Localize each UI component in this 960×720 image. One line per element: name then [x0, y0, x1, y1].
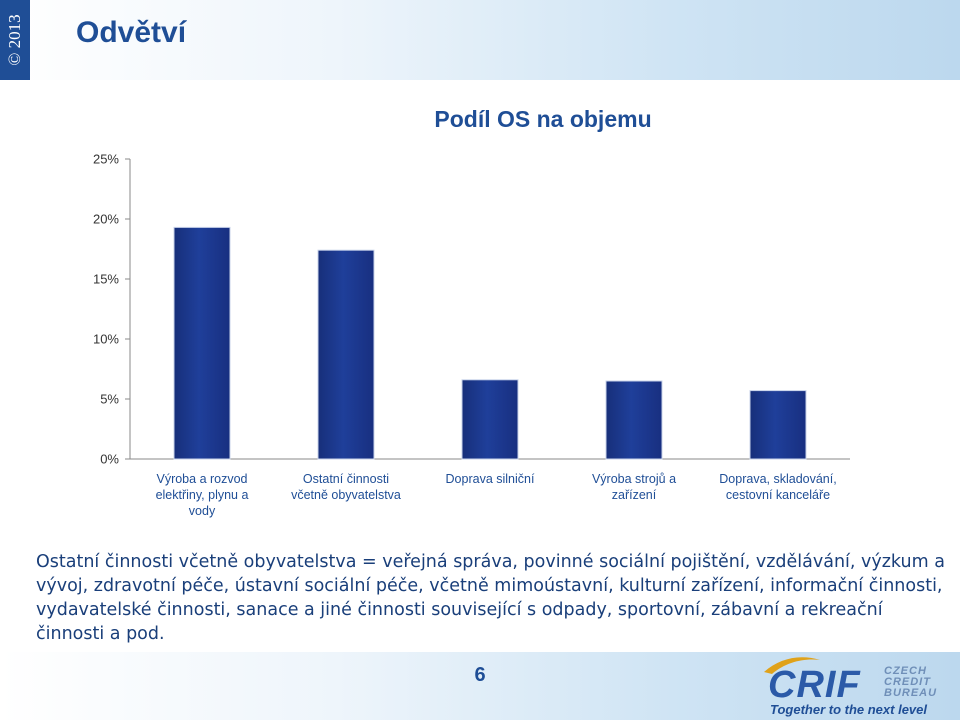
copyright-strip: © 2013 — [0, 0, 30, 80]
logo-tagline: Together to the next level — [770, 702, 927, 717]
header-band — [0, 0, 960, 80]
bar — [749, 390, 807, 460]
bar — [317, 249, 375, 460]
x-category-label: Doprava, skladování, cestovní kanceláře — [719, 472, 836, 502]
y-tick-label: 25% — [93, 152, 119, 167]
bar-chart: 0% 5% 10% 15% 20% 25% Výroba a rozvod elektřiny… — [93, 152, 850, 518]
description-text: Ostatní činnosti včetně obyvatelstva = v… — [36, 552, 945, 644]
x-category-label: Doprava silniční — [446, 472, 535, 486]
logo-sub-credit: CREDIT — [884, 676, 931, 688]
logo-sub-bureau: BUREAU — [884, 687, 938, 699]
bar — [173, 226, 231, 460]
footer-band — [0, 652, 960, 720]
bar — [605, 380, 663, 460]
copyright-text: © 2013 — [5, 14, 24, 66]
y-tick-label: 10% — [93, 332, 119, 347]
bar — [461, 379, 519, 460]
y-tick-label: 0% — [100, 452, 119, 467]
x-category-label: Výroba strojů a zařízení — [592, 472, 676, 502]
x-category-label: Výroba a rozvod elektřiny, plynu a vody — [156, 472, 249, 518]
chart-title: Podíl OS na objemu — [434, 106, 652, 132]
y-tick-label: 15% — [93, 272, 119, 287]
x-category-label: Ostatní činnosti včetně obyvatelstva — [291, 472, 401, 502]
crif-logo-swoosh-icon — [764, 657, 820, 674]
page-number: 6 — [474, 664, 486, 686]
y-tick-label: 5% — [100, 392, 119, 407]
logo-crif-text: CRIF — [768, 664, 861, 706]
logo-sub-czech: CZECH — [884, 665, 927, 677]
slide-title: Odvětví — [76, 16, 187, 49]
y-tick-label: 20% — [93, 212, 119, 227]
